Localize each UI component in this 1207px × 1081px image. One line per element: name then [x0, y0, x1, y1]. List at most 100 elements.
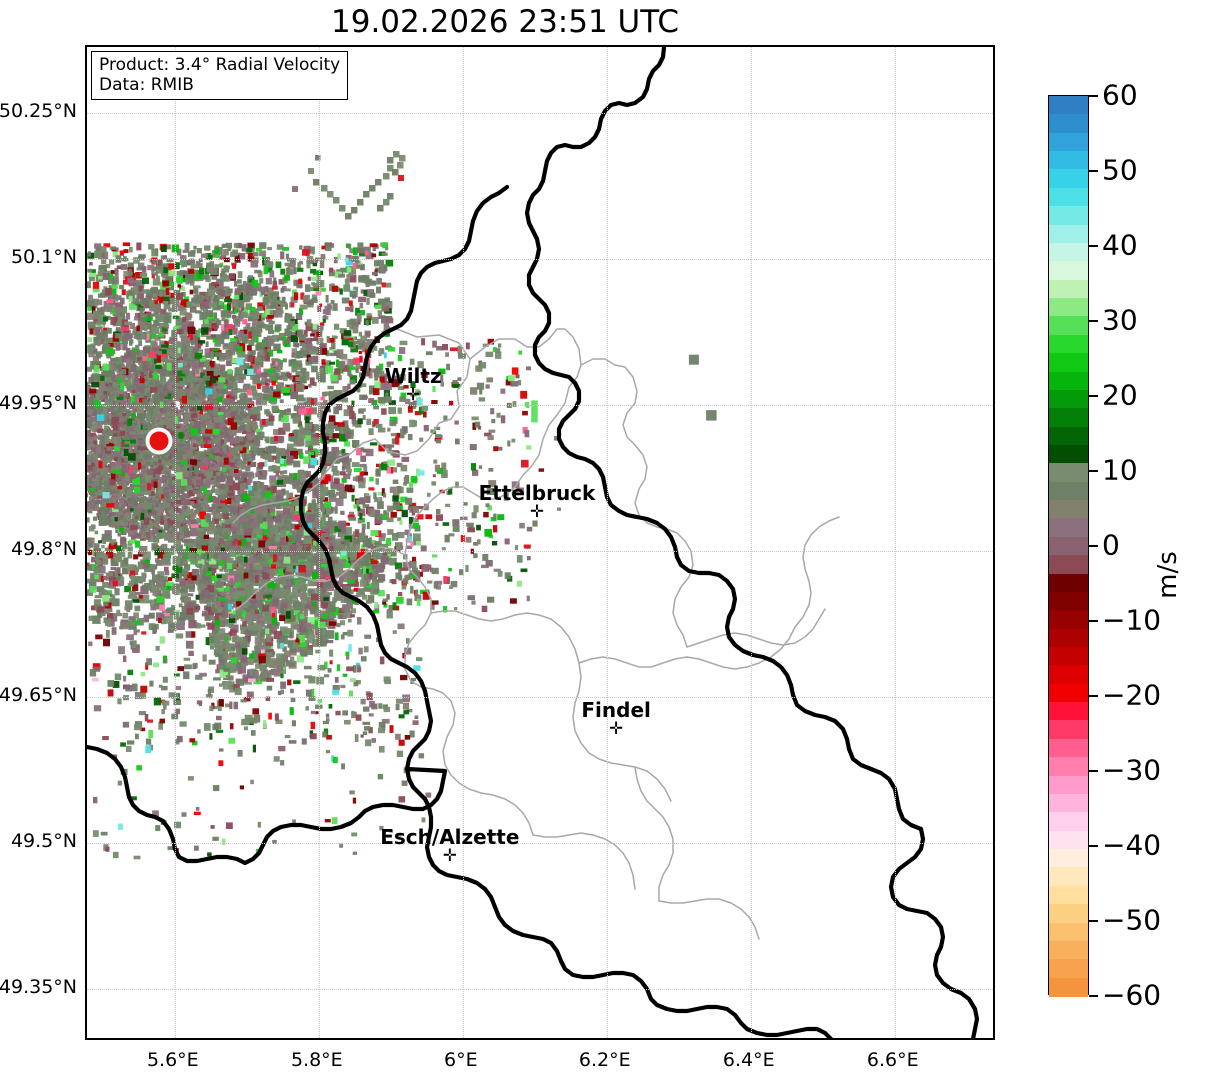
colorbar-segment [1049, 316, 1088, 336]
city-marker-icon: ✛ [442, 846, 457, 867]
colorbar-segment [1049, 334, 1088, 354]
colorbar-segment [1049, 169, 1088, 189]
gridline-horizontal [87, 551, 993, 553]
colorbar-segment [1049, 463, 1088, 483]
page-title: 19.02.2026 23:51 UTC [331, 4, 679, 40]
colorbar-segment [1049, 224, 1088, 244]
colorbar-tick [1089, 170, 1098, 172]
y-tick-label: 50.25°N [0, 100, 77, 123]
colorbar-segment [1049, 904, 1088, 924]
colorbar-segment [1049, 426, 1088, 446]
colorbar-segment [1049, 628, 1088, 648]
colorbar-tick-label: 40 [1102, 228, 1138, 262]
x-tick-label: 6.4°E [722, 1049, 775, 1071]
colorbar-segment [1049, 683, 1088, 703]
colorbar-tick-label: −40 [1102, 828, 1162, 862]
colorbar-tick [1089, 920, 1098, 922]
city-marker-icon: ✛ [405, 384, 421, 405]
national-border [87, 47, 980, 1038]
colorbar-tick-label: 50 [1102, 153, 1138, 187]
colorbar-tick [1089, 95, 1098, 97]
colorbar-segment [1049, 481, 1088, 501]
colorbar-segment [1049, 885, 1088, 905]
colorbar-segment [1049, 353, 1088, 373]
colorbar-segment [1049, 775, 1088, 795]
colorbar-segment [1049, 665, 1088, 685]
colorbar-segment [1049, 720, 1088, 740]
colorbar-tick-label: 30 [1102, 303, 1138, 337]
colorbar-segment [1049, 647, 1088, 667]
x-tick-label: 5.8°E [290, 1049, 343, 1071]
colorbar-segment [1049, 518, 1088, 538]
city-marker-icon: ✛ [609, 718, 624, 739]
city-name: Wiltz [384, 363, 442, 388]
colorbar-tick-label: −50 [1102, 903, 1162, 937]
x-tick-label: 6.6°E [866, 1049, 919, 1071]
colorbar-segment [1049, 96, 1088, 116]
gridline-horizontal [87, 989, 993, 991]
colorbar-segment [1049, 132, 1088, 152]
gridline-vertical [750, 47, 752, 1038]
colorbar-unit-label: m/s [1153, 551, 1183, 599]
city-label-wiltz: Wiltz ✛ [385, 366, 442, 404]
city-label-findel: Findel ✛ [581, 700, 651, 738]
canton-borders [232, 328, 840, 940]
gridline-horizontal [87, 843, 993, 845]
colorbar-tick [1089, 995, 1098, 997]
colorbar-segment [1049, 114, 1088, 134]
product-info-box: Product: 3.4° Radial Velocity Data: RMIB [91, 51, 349, 101]
colorbar-tick-label: 10 [1102, 453, 1138, 487]
x-tick-label: 6°E [444, 1049, 478, 1071]
colorbar-tick-label: 20 [1102, 378, 1138, 412]
y-tick-label: 49.65°N [0, 684, 77, 707]
colorbar-segment [1049, 444, 1088, 465]
gridline-vertical [462, 47, 464, 1038]
city-marker-icon: ✛ [529, 501, 545, 522]
y-tick-label: 49.35°N [0, 976, 77, 999]
colorbar-segment [1049, 793, 1088, 814]
colorbar-gradient [1048, 95, 1089, 997]
colorbar-segment [1049, 371, 1088, 391]
colorbar-tick [1089, 245, 1098, 247]
colorbar-segment [1049, 922, 1088, 942]
colorbar-segment [1049, 830, 1088, 850]
city-label-ettelbruck: Ettelbruck ✛ [479, 483, 596, 521]
colorbar-tick [1089, 845, 1098, 847]
colorbar-segment [1049, 591, 1088, 612]
colorbar-tick [1089, 320, 1098, 322]
colorbar-segment [1049, 500, 1088, 520]
colorbar-tick-label: −10 [1102, 603, 1162, 637]
y-tick-label: 49.8°N [10, 538, 77, 561]
colorbar-segment [1049, 702, 1088, 722]
x-tick-label: 5.6°E [146, 1049, 199, 1071]
radar-echo-layer [87, 151, 717, 860]
gridline-horizontal [87, 405, 993, 407]
gridline-horizontal [87, 697, 993, 699]
y-tick-label: 50.1°N [10, 246, 77, 269]
colorbar-segment [1049, 151, 1088, 171]
colorbar-segment [1049, 940, 1088, 961]
colorbar-segment [1049, 812, 1088, 832]
colorbar-segment [1049, 867, 1088, 887]
city-label-esch-alzette: Esch/Alzette ✛ [380, 827, 519, 865]
colorbar-tick-label: 0 [1102, 528, 1120, 562]
colorbar-tick [1089, 545, 1098, 547]
colorbar-segment [1049, 261, 1088, 281]
city-name: Findel [581, 697, 651, 722]
colorbar-segment [1049, 389, 1088, 410]
colorbar-segment [1049, 849, 1088, 869]
colorbar-segment [1049, 279, 1088, 299]
city-name: Esch/Alzette [380, 825, 520, 850]
colorbar-tick-label: −60 [1102, 978, 1162, 1012]
colorbar-segment [1049, 757, 1088, 777]
gridline-horizontal [87, 259, 993, 261]
colorbar-tick [1089, 770, 1098, 772]
x-tick-label: 6.2°E [578, 1049, 631, 1071]
gridline-vertical [606, 47, 608, 1038]
colorbar-tick-label: 60 [1102, 78, 1138, 112]
y-tick-label: 49.5°N [10, 830, 77, 853]
info-data-line: Data: RMIB [99, 75, 194, 96]
colorbar-tick [1089, 395, 1098, 397]
colorbar-tick-label: −30 [1102, 753, 1162, 787]
colorbar-tick [1089, 695, 1098, 697]
